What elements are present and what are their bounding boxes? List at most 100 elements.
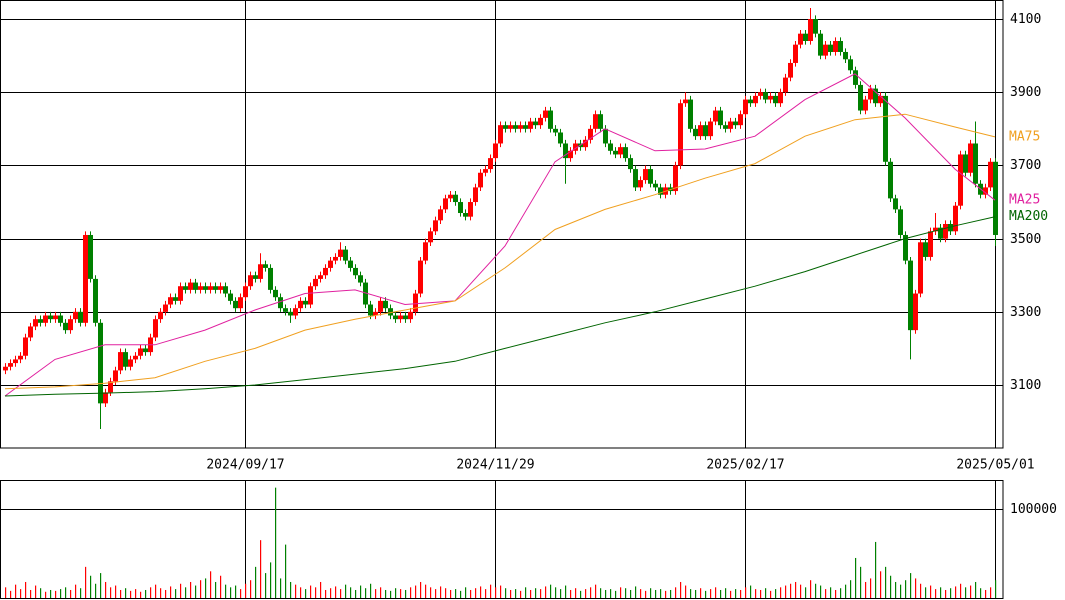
volume-bar	[990, 587, 992, 598]
volume-bar	[200, 580, 202, 598]
volume-bar	[375, 589, 377, 598]
price-panel	[0, 0, 1004, 449]
candle-body	[133, 355, 138, 360]
candle-body	[738, 114, 743, 126]
candle-body	[993, 161, 998, 235]
volume-bar	[30, 589, 32, 598]
volume-bar	[385, 589, 387, 598]
volume-bar	[15, 584, 17, 598]
candle-body	[508, 125, 513, 129]
candle-body	[453, 194, 458, 203]
candle-body	[208, 286, 213, 290]
volume-bar	[105, 581, 107, 598]
volume-bar	[730, 590, 732, 598]
ma-line	[4, 73, 996, 397]
candle-body	[368, 304, 373, 316]
volume-bar	[925, 587, 927, 598]
candle-body	[888, 161, 893, 199]
volume-bar	[890, 575, 892, 598]
candle-body	[498, 125, 503, 144]
candle-body	[868, 88, 873, 100]
candle-body	[953, 205, 958, 232]
candle-body	[838, 40, 843, 52]
volume-bar	[20, 589, 22, 598]
candle-body	[128, 359, 133, 367]
volume-bar	[525, 587, 527, 598]
volume-bar	[565, 585, 567, 598]
volume-bar	[685, 585, 687, 598]
volume-bar	[80, 588, 82, 598]
volume-bar	[600, 588, 602, 598]
candle-body	[108, 381, 113, 393]
x-tick-label: 2025/05/01	[956, 458, 1034, 473]
candle-body	[68, 319, 73, 331]
candle-body	[558, 132, 563, 144]
candle-body	[393, 315, 398, 320]
candle-body	[503, 125, 508, 129]
volume-bar	[845, 584, 847, 598]
volume-bar	[765, 588, 767, 598]
volume-bar	[425, 584, 427, 598]
volume-bar	[875, 541, 877, 598]
volume-bar	[665, 590, 667, 598]
y-tick-label: 3700	[1010, 158, 1041, 173]
candle-body	[178, 286, 183, 301]
candle-body	[358, 275, 363, 283]
candle-body	[723, 125, 728, 129]
legend-entry: MA75	[1009, 129, 1040, 144]
candle-body	[173, 297, 178, 301]
candle-body	[413, 293, 418, 312]
candle-body	[798, 33, 803, 45]
volume-bar	[485, 589, 487, 598]
candle-body	[228, 293, 233, 301]
volume-bar	[950, 588, 952, 598]
volume-bar	[235, 585, 237, 598]
volume-bar	[820, 585, 822, 598]
candle-body	[28, 326, 33, 338]
volume-bar	[205, 578, 207, 598]
candle-body	[983, 187, 988, 195]
volume-bar	[560, 589, 562, 598]
candle-body	[483, 169, 488, 173]
volume-bar	[215, 581, 217, 598]
volume-bar	[265, 573, 267, 598]
volume-bar	[735, 589, 737, 598]
volume-bar	[230, 587, 232, 598]
candle-body	[333, 256, 338, 261]
candle-body	[528, 121, 533, 129]
candle-body	[658, 187, 663, 195]
candle-body	[543, 110, 548, 118]
candle-body	[843, 51, 848, 60]
volume-bar	[130, 590, 132, 598]
volume-bar	[150, 587, 152, 598]
candle-body	[568, 150, 573, 159]
candle-body	[408, 311, 413, 320]
volume-bar	[930, 585, 932, 598]
x-tick-label: 2025/02/17	[706, 458, 784, 473]
volume-bar	[305, 589, 307, 598]
volume-bar	[285, 544, 287, 598]
volume-bar	[720, 589, 722, 598]
volume-bar	[320, 581, 322, 598]
volume-bar	[840, 588, 842, 598]
candle-body	[428, 231, 433, 243]
volume-bar	[220, 575, 222, 598]
volume-bar	[570, 589, 572, 598]
volume-bar	[165, 589, 167, 598]
volume-bar	[10, 590, 12, 598]
volume-bar	[605, 589, 607, 598]
candle-body	[313, 278, 318, 287]
candle-body	[3, 366, 8, 371]
candle-body	[963, 154, 968, 173]
candle-body	[863, 99, 868, 111]
candle-body	[168, 297, 173, 305]
candle-body	[258, 264, 263, 279]
volume-bar	[635, 586, 637, 598]
candle-body	[988, 161, 993, 188]
volume-bar	[50, 589, 52, 598]
volume-bar	[490, 584, 492, 598]
volume-bar	[125, 588, 127, 598]
candle-body	[693, 128, 698, 137]
volume-bar	[325, 589, 327, 598]
volume-bar	[495, 587, 497, 598]
